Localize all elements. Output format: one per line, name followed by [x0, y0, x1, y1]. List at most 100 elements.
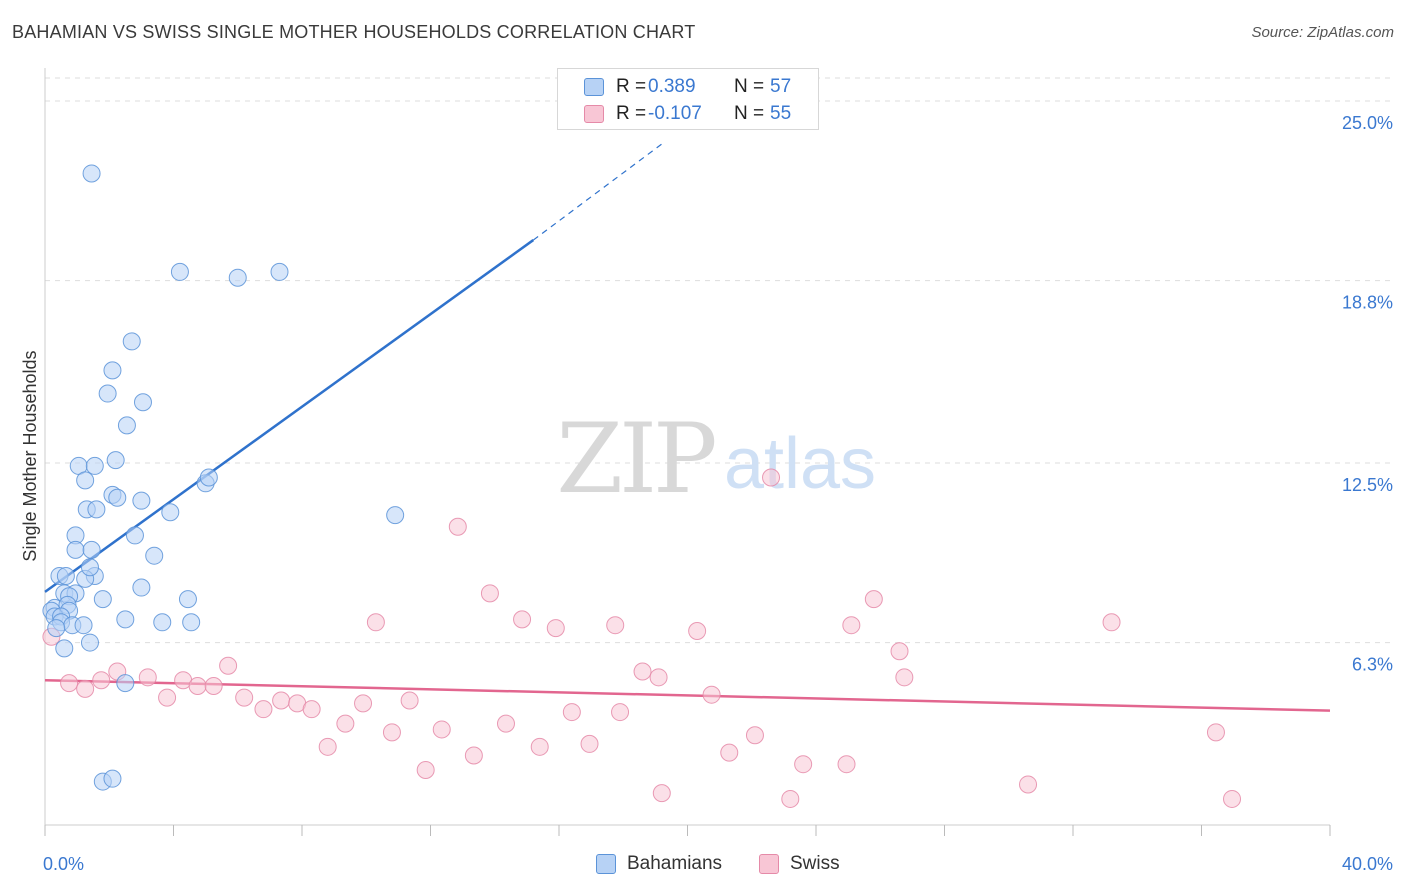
bahamians-point — [386, 506, 405, 525]
swiss-point — [416, 760, 435, 779]
bahamians-swatch — [584, 78, 604, 96]
bahamians-legend-swatch — [596, 854, 616, 874]
swiss-point — [302, 700, 321, 719]
bahamians-point — [116, 610, 135, 629]
swiss-point — [702, 685, 721, 704]
swiss-point — [432, 720, 451, 739]
bahamians-n-value: 57 — [770, 76, 792, 97]
swiss-point — [480, 584, 499, 603]
swiss-point — [60, 674, 79, 693]
bahamians-point — [132, 578, 151, 597]
bahamians-point — [178, 590, 197, 609]
bahamians-point — [87, 500, 106, 519]
swiss-point — [864, 590, 883, 609]
swiss-point — [890, 642, 909, 661]
swiss-point — [158, 688, 177, 707]
bahamians-point — [117, 416, 136, 435]
bahamians-point — [80, 558, 99, 577]
swiss-point — [336, 714, 355, 733]
bahamians-point — [153, 613, 172, 632]
swiss-trend-line — [44, 678, 1331, 712]
swiss-point — [562, 703, 581, 722]
swiss-point — [794, 755, 813, 774]
swiss-point — [1102, 613, 1121, 632]
bahamians-point — [66, 540, 85, 559]
bahamians-point — [133, 393, 152, 412]
swiss-point — [366, 613, 385, 632]
bahamians-point — [228, 268, 247, 287]
swiss-point — [382, 723, 401, 742]
bahamians-r-value: 0.389 — [648, 76, 696, 97]
data-points — [42, 164, 1242, 808]
swiss-point — [652, 784, 671, 803]
bahamians-point — [199, 468, 218, 487]
watermark: ZIP atlas — [556, 403, 876, 515]
swiss-point — [138, 668, 157, 687]
swiss-point — [188, 677, 207, 696]
swiss-n-value: 55 — [770, 103, 792, 124]
swiss-point — [513, 610, 532, 629]
tick-labels: 6.3% 12.5% 18.8% 25.0% 0.0% 40.0% — [43, 113, 1393, 874]
bottom-legend-bahamians: Bahamians — [596, 852, 746, 876]
bahamians-point — [76, 471, 95, 490]
swiss-point — [272, 691, 291, 710]
swiss-point — [649, 668, 668, 687]
bahamians-point — [74, 616, 93, 635]
bahamians-point — [116, 674, 135, 693]
swiss-point — [1223, 789, 1242, 808]
bahamians-point — [125, 526, 144, 545]
bahamians-point — [170, 262, 189, 281]
bahamians-point — [55, 639, 74, 658]
swiss-point — [781, 789, 800, 808]
swiss-point — [720, 743, 739, 762]
swiss-point — [611, 703, 630, 722]
y-tick-label: 6.3% — [1352, 655, 1393, 675]
source-label: Source: ZipAtlas.com — [1251, 24, 1394, 41]
x-tick-label: 0.0% — [43, 854, 84, 874]
bahamians-point — [122, 332, 141, 351]
swiss-r-value: -0.107 — [648, 103, 702, 124]
y-tick-label: 12.5% — [1342, 475, 1393, 495]
n-label: N = — [734, 103, 765, 124]
swiss-point — [837, 755, 856, 774]
swiss-point — [842, 616, 861, 635]
correlation-legend: R = 0.389 N = 57 R = -0.107 N = 55 — [557, 68, 819, 130]
bahamians-point — [106, 451, 125, 470]
y-axis-label: Single Mother Households — [20, 350, 40, 561]
swiss-point — [496, 714, 515, 733]
chart-title: BAHAMIAN VS SWISS SINGLE MOTHER HOUSEHOL… — [12, 22, 696, 42]
swiss-point — [530, 737, 549, 756]
bahamians-point — [82, 540, 101, 559]
swiss-point — [204, 677, 223, 696]
swiss-point — [762, 468, 781, 487]
bahamians-point — [145, 546, 164, 565]
bahamians-point — [132, 491, 151, 510]
swiss-point — [254, 700, 273, 719]
swiss-point — [688, 621, 707, 640]
swiss-point — [633, 662, 652, 681]
bahamians-point — [182, 613, 201, 632]
watermark-zip: ZIP — [556, 403, 715, 515]
bahamians-point — [80, 633, 99, 652]
r-label: R = — [616, 76, 647, 97]
swiss-point — [1206, 723, 1225, 742]
y-tick-label: 18.8% — [1342, 293, 1393, 313]
bahamians-point — [47, 619, 66, 638]
bahamians-point — [85, 456, 104, 475]
bahamians-point — [103, 361, 122, 380]
swiss-point — [464, 746, 483, 765]
watermark-atlas: atlas — [724, 424, 876, 504]
swiss-point — [92, 671, 111, 690]
axes — [44, 68, 1331, 836]
swiss-point — [354, 694, 373, 713]
swiss-swatch — [584, 105, 604, 123]
bahamians-trend-line — [44, 239, 535, 593]
swiss-point — [895, 668, 914, 687]
bahamians-point — [161, 503, 180, 522]
swiss-point — [235, 688, 254, 707]
swiss-point — [448, 517, 467, 536]
bahamians-point — [56, 566, 75, 585]
swiss-point — [400, 691, 419, 710]
swiss-point — [546, 619, 565, 638]
